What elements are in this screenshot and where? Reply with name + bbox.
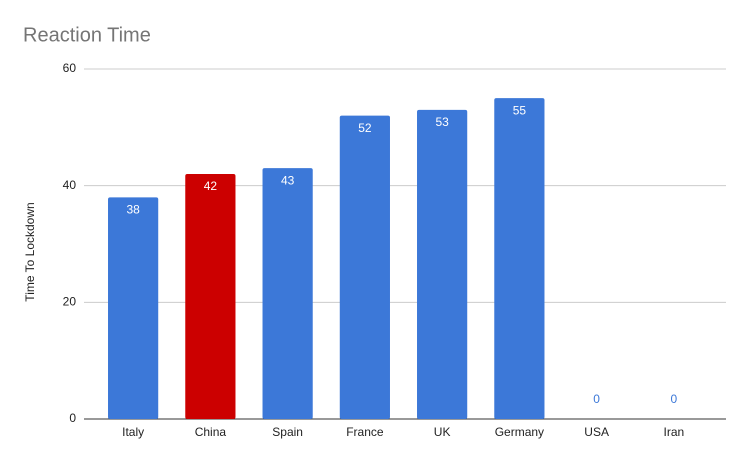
data-label: 42 — [204, 179, 218, 193]
bar — [185, 174, 236, 419]
x-tick-label: Iran — [664, 425, 685, 439]
y-tick-label: 60 — [63, 61, 77, 75]
x-tick-label: Spain — [272, 425, 303, 439]
x-tick-label: Italy — [122, 425, 144, 439]
x-tick-label: UK — [434, 425, 451, 439]
data-label: 43 — [281, 173, 295, 187]
data-label: 52 — [358, 121, 372, 135]
bar — [417, 109, 468, 419]
bar — [494, 98, 545, 420]
y-tick-label: 40 — [63, 178, 77, 192]
y-axis-label: Time To Lockdown — [23, 202, 37, 301]
data-label: 53 — [435, 115, 449, 129]
x-tick-label: France — [346, 425, 384, 439]
data-label: 55 — [513, 103, 527, 117]
chart-title: Reaction Time — [23, 24, 151, 46]
x-tick-label: Germany — [495, 425, 544, 439]
data-label: 0 — [593, 392, 600, 406]
bar — [108, 197, 159, 419]
bar — [339, 115, 390, 420]
x-tick-label: USA — [584, 425, 609, 439]
data-label: 38 — [126, 203, 140, 217]
y-tick-label: 20 — [63, 295, 77, 309]
y-tick-label: 0 — [69, 411, 76, 425]
x-tick-label: China — [195, 425, 227, 439]
bar — [262, 168, 313, 419]
data-label: 0 — [671, 392, 678, 406]
